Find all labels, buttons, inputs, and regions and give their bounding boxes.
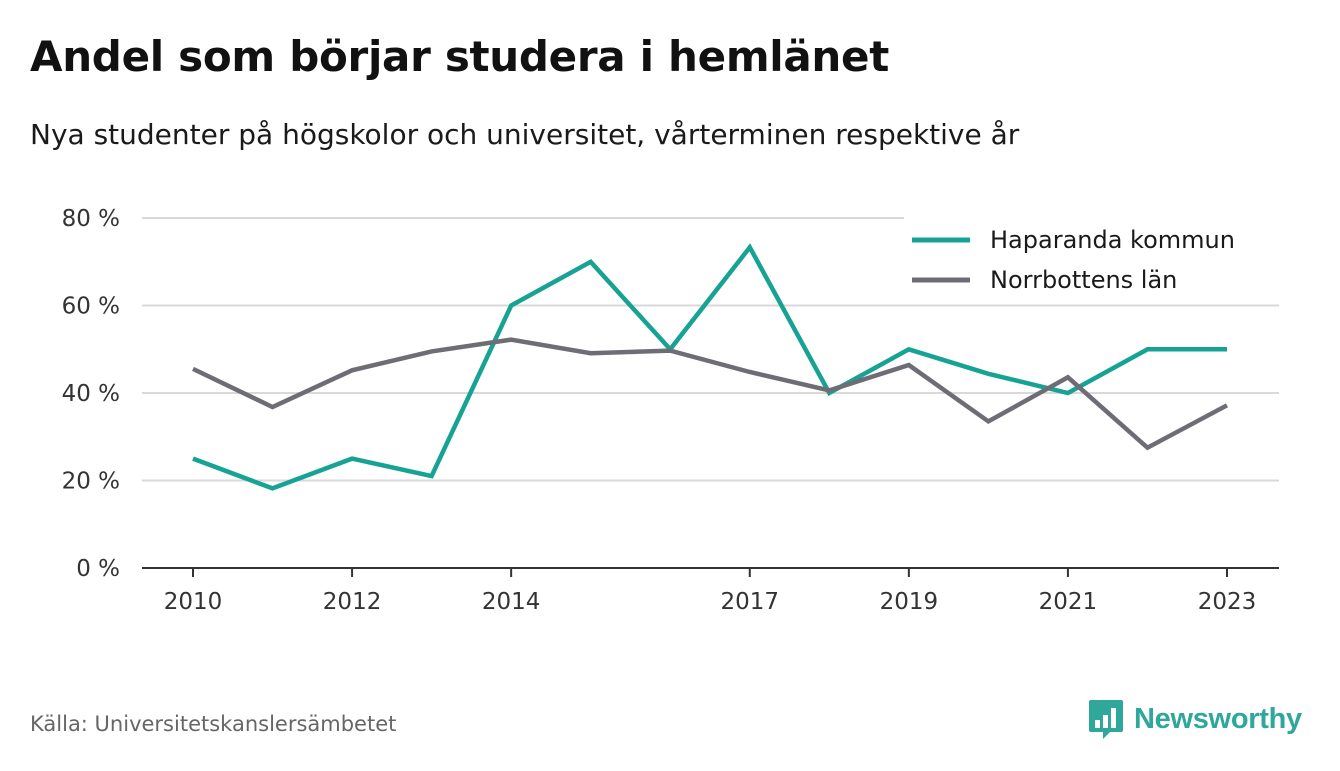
source-note: Källa: Universitetskanslersämbetet [30, 712, 397, 736]
y-tick-label: 40 % [62, 381, 120, 407]
y-tick-label: 60 % [62, 294, 120, 320]
y-tick-label: 80 % [62, 206, 120, 232]
legend-label: Norrbottens län [990, 266, 1177, 294]
y-tick-label: 0 % [76, 556, 120, 582]
chart-subtitle: Nya studenter på högskolor och universit… [30, 118, 1020, 151]
x-tick-label: 2017 [720, 589, 779, 615]
x-tick-label: 2023 [1198, 589, 1257, 615]
series-lines [192, 243, 1229, 491]
series-line-haparanda [192, 243, 1227, 491]
chart-title: Andel som börjar studera i hemlänet [30, 32, 889, 81]
x-tick-label: 2010 [164, 589, 223, 615]
x-tick-label: 2019 [880, 589, 939, 615]
brand-logo: Newsworthy [1088, 698, 1302, 740]
bar-chart-speech-icon [1089, 700, 1123, 739]
x-tick-label: 2021 [1039, 589, 1098, 615]
x-axis: 2010 2012 2014 2017 2019 2021 2023 [142, 567, 1279, 615]
legend-label: Haparanda kommun [990, 226, 1235, 254]
legend-background [904, 216, 1279, 304]
x-tick-label: 2012 [323, 589, 382, 615]
series-line-norrbotten [192, 337, 1229, 451]
y-axis-labels: 0 % 20 % 40 % 60 % 80 % [62, 206, 120, 582]
y-tick-label: 20 % [62, 469, 120, 495]
brand-name: Newsworthy [1134, 702, 1302, 735]
x-tick-label: 2014 [482, 589, 541, 615]
legend: Haparanda kommun Norrbottens län [904, 216, 1279, 304]
